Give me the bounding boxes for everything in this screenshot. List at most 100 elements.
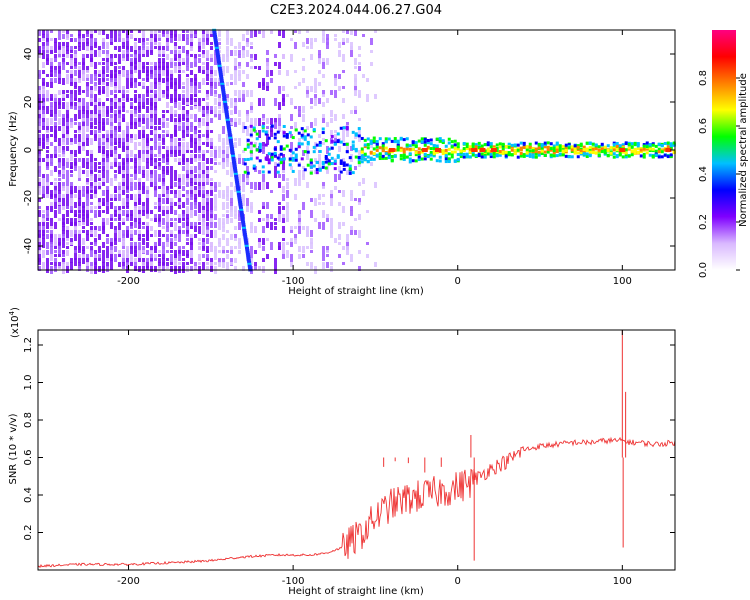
heatmap-cell <box>330 230 333 238</box>
heatmap-cell <box>154 126 157 131</box>
signal-band-cell <box>480 155 484 159</box>
heatmap-cell <box>182 166 185 171</box>
heatmap-cell <box>78 62 81 65</box>
signal-band-cell <box>603 145 607 149</box>
heatmap-cell <box>190 194 193 200</box>
heatmap-cell <box>306 246 309 249</box>
heatmap-cell <box>66 194 69 202</box>
heatmap-cell <box>110 150 113 156</box>
heatmap-cell <box>198 54 201 57</box>
heatmap-cell <box>218 94 221 98</box>
heatmap-cell <box>78 46 81 51</box>
heatmap-cell <box>154 182 157 186</box>
heatmap-cell <box>182 214 185 220</box>
heatmap-cell <box>86 74 89 79</box>
spectrogram-x-ticks: -200 -100 0 100 <box>117 30 632 287</box>
heatmap-cell <box>78 170 81 178</box>
heatmap-cell <box>86 70 89 73</box>
diagonal-line-segment <box>217 66 222 70</box>
heatmap-cell <box>110 146 113 150</box>
heatmap-cell <box>82 58 85 65</box>
heatmap-cell <box>190 250 193 258</box>
signal-band-cell <box>267 158 271 162</box>
heatmap-cell <box>70 206 73 210</box>
heatmap-cell <box>102 134 105 139</box>
heatmap-cell <box>126 82 129 89</box>
heatmap-cell <box>126 110 129 113</box>
heatmap-cell <box>358 162 361 167</box>
heatmap-cell <box>98 130 101 133</box>
heatmap-cell <box>114 114 117 118</box>
heatmap-cell <box>70 78 73 84</box>
heatmap-cell <box>146 242 149 248</box>
heatmap-cell <box>282 174 285 181</box>
heatmap-cell <box>202 114 205 117</box>
signal-band-cell <box>405 137 409 141</box>
heatmap-cell <box>274 118 277 123</box>
heatmap-cell <box>314 198 317 206</box>
heatmap-cell <box>66 226 69 232</box>
heatmap-cell <box>126 254 129 259</box>
heatmap-cell <box>218 106 221 109</box>
heatmap-cell <box>58 162 61 168</box>
heatmap-cell <box>86 150 89 156</box>
signal-band-cell <box>525 148 529 152</box>
signal-band-cell <box>450 155 454 159</box>
heatmap-cell <box>162 94 165 98</box>
signal-band-cell <box>414 159 418 163</box>
heatmap-cell <box>78 178 81 181</box>
heatmap-cell <box>118 82 121 89</box>
heatmap-cell <box>110 30 113 34</box>
heatmap-cell <box>98 122 101 126</box>
heatmap-cell <box>134 106 137 113</box>
snr-y-axis-label: SNR (10 * v/v) <box>8 413 19 484</box>
heatmap-cell <box>210 90 213 96</box>
heatmap-cell <box>258 130 261 138</box>
diagonal-line-segment <box>223 106 228 110</box>
heatmap-cell <box>122 90 125 94</box>
heatmap-cell <box>54 38 57 43</box>
signal-band-cell <box>501 147 505 151</box>
signal-band-cell <box>429 150 433 154</box>
heatmap-cell <box>174 62 177 68</box>
heatmap-cell <box>118 238 121 242</box>
heatmap-cell <box>122 198 125 205</box>
heatmap-cell <box>78 218 81 221</box>
heatmap-cell <box>194 106 197 109</box>
heatmap-cell <box>250 190 253 193</box>
signal-band-cell <box>441 139 445 143</box>
heatmap-cell <box>50 238 53 244</box>
heatmap-cell <box>270 214 273 219</box>
heatmap-cell <box>226 82 229 86</box>
heatmap-cell <box>78 98 81 103</box>
signal-band-cell <box>429 142 433 146</box>
heatmap-cell <box>262 146 265 152</box>
heatmap-cell <box>62 130 65 137</box>
heatmap-cell <box>146 238 149 241</box>
signal-band-cell <box>549 147 553 151</box>
heatmap-cell <box>190 30 193 36</box>
heatmap-cell <box>254 54 257 60</box>
heatmap-cell <box>118 134 121 139</box>
diagonal-line-segment <box>236 192 241 196</box>
heatmap-cell <box>110 130 113 136</box>
signal-band-cell <box>261 124 265 128</box>
heatmap-cell <box>70 58 73 66</box>
heatmap-cell <box>182 218 185 221</box>
heatmap-cell <box>122 86 125 93</box>
diagonal-line-segment <box>242 228 247 232</box>
heatmap-cell <box>142 134 145 140</box>
heatmap-cell <box>234 122 237 127</box>
signal-band-cell <box>633 143 637 147</box>
heatmap-cell <box>74 230 77 234</box>
heatmap-cell <box>42 146 45 149</box>
heatmap-cell <box>86 162 89 169</box>
heatmap-cell <box>146 78 149 82</box>
heatmap-cell <box>358 130 361 135</box>
heatmap-cell <box>78 74 81 80</box>
signal-band-cell <box>531 146 535 150</box>
heatmap-cell <box>186 118 189 122</box>
heatmap-cell <box>262 238 265 245</box>
heatmap-cell <box>194 90 197 97</box>
heatmap-cell <box>190 86 193 93</box>
